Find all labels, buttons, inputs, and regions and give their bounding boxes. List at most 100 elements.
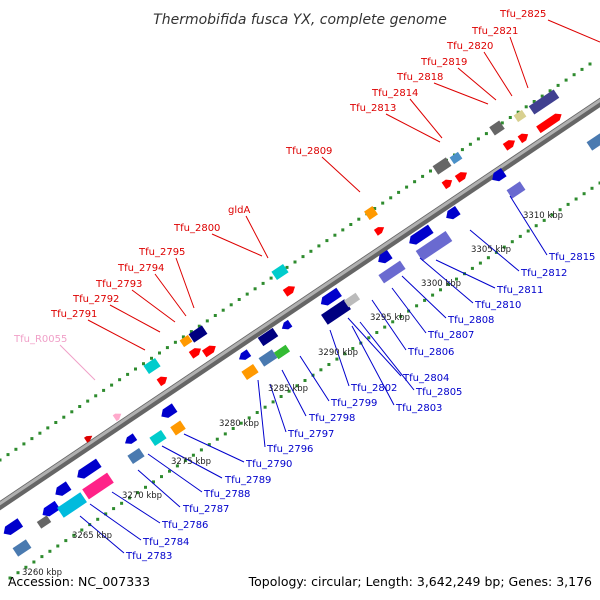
gene-block	[112, 413, 122, 422]
leader-line	[109, 304, 161, 333]
gene-block	[321, 299, 351, 325]
gene-label[interactable]: Tfu_2814	[371, 88, 418, 99]
tick-dot	[181, 335, 185, 339]
tick-dot	[239, 421, 243, 425]
tick-dot	[24, 565, 28, 569]
tick-dot	[317, 244, 321, 248]
gene-label[interactable]: Tfu_2784	[142, 537, 189, 548]
tick-dot	[341, 228, 345, 232]
gene-label[interactable]: Tfu_2808	[447, 315, 494, 326]
gene-block	[77, 458, 102, 479]
gene-arrow	[492, 167, 507, 182]
tick-dot	[548, 89, 552, 93]
gene-label[interactable]: Tfu_2783	[125, 551, 172, 562]
gene-label[interactable]: Tfu_2805	[415, 387, 462, 398]
leader-line	[257, 379, 266, 448]
gene-label[interactable]: Tfu_2810	[474, 300, 521, 311]
gene-label[interactable]: Tfu_2787	[182, 504, 229, 515]
gene-label[interactable]: Tfu_2804	[402, 373, 449, 384]
gene-block	[156, 376, 168, 387]
gene-block	[489, 120, 505, 136]
leader-line	[401, 275, 447, 319]
tick-dot	[269, 276, 273, 280]
gene-label[interactable]: Tfu_2800	[173, 223, 220, 234]
gene-box	[321, 299, 351, 325]
tick-dot	[556, 83, 560, 87]
gene-block	[343, 292, 361, 308]
tick-dot	[455, 277, 458, 281]
tick-dot	[136, 491, 140, 495]
gene-label[interactable]: Tfu_2809	[285, 146, 332, 157]
gene-label[interactable]: Tfu_2797	[287, 429, 334, 440]
tick-dot	[152, 480, 155, 484]
gene-label[interactable]: Tfu_2794	[117, 263, 164, 274]
tick-dot	[391, 320, 395, 324]
gene-arrow	[409, 224, 434, 245]
tick-dot	[407, 309, 411, 313]
tick-dot	[572, 73, 576, 77]
gene-label[interactable]: Tfu_2799	[330, 398, 377, 409]
gene-block	[125, 433, 138, 444]
gene-box	[513, 109, 527, 123]
tick-dot	[32, 560, 36, 564]
map-title: Thermobifida fusca YX, complete genome	[153, 12, 447, 28]
gene-label[interactable]: Tfu_2820	[446, 41, 493, 52]
gene-block	[42, 500, 61, 517]
gene-label[interactable]: Tfu_2807	[427, 330, 474, 341]
gene-arrow	[239, 349, 252, 360]
gene-label[interactable]: gldA	[228, 205, 250, 216]
tick-dot	[102, 388, 106, 392]
gene-label[interactable]: Tfu_2813	[349, 103, 396, 114]
gene-label[interactable]: Tfu_2821	[471, 26, 518, 37]
gene-label[interactable]: Tfu_2812	[520, 268, 567, 279]
gene-label[interactable]: Tfu_2788	[203, 489, 250, 500]
tick-dot	[301, 255, 305, 259]
gene-label[interactable]: Tfu_2792	[72, 294, 119, 305]
genome-summary-text: Topology: circular; Length: 3,642,249 bp…	[248, 574, 592, 589]
gene-label[interactable]: Tfu_R0055	[13, 334, 67, 345]
forward-gene-labels: Tfu_R0055 Tfu_2791 Tfu_2792 Tfu_2793 Tfu…	[13, 9, 546, 345]
leader-line	[87, 319, 146, 351]
gene-label[interactable]: Tfu_2790	[245, 459, 292, 470]
leader-line	[509, 36, 529, 89]
gene-label[interactable]: Tfu_2802	[350, 383, 397, 394]
gene-box	[127, 447, 145, 465]
gene-label[interactable]: Tfu_2819	[420, 57, 467, 68]
tick-dot	[168, 469, 171, 473]
gene-block	[82, 472, 114, 500]
leader-line	[433, 82, 489, 105]
tick-dot	[526, 229, 530, 233]
gene-block	[36, 515, 52, 529]
gene-label[interactable]: Tfu_2825	[499, 9, 546, 20]
gene-box	[273, 344, 291, 360]
gene-label[interactable]: Tfu_2798	[308, 413, 355, 424]
tick-dot	[110, 383, 114, 387]
gene-label[interactable]: Tfu_2795	[138, 247, 185, 258]
gene-label[interactable]: Tfu_2811	[496, 285, 543, 296]
gene-label[interactable]: Tfu_2793	[95, 279, 142, 290]
gene-arrow	[446, 205, 461, 220]
tick-dot	[285, 265, 289, 269]
tick-dot	[375, 331, 379, 334]
tick-dot	[104, 512, 108, 516]
gene-label[interactable]: Tfu_2789	[224, 475, 271, 486]
gene-label[interactable]: Tfu_2786	[161, 520, 208, 531]
tick-dot	[54, 421, 58, 424]
tick-dot	[351, 347, 355, 350]
gene-block	[188, 348, 201, 359]
gene-block	[55, 481, 72, 496]
gene-label[interactable]: Tfu_2818	[396, 72, 443, 83]
tick-dot	[439, 288, 442, 292]
gene-label[interactable]: Tfu_2796	[266, 444, 313, 455]
leader-line	[371, 299, 407, 351]
leader-line	[409, 98, 443, 139]
leader-line	[211, 233, 263, 257]
gene-block	[84, 435, 93, 443]
gene-label[interactable]: Tfu_2791	[50, 309, 97, 320]
tick-dot	[78, 405, 82, 408]
gene-label[interactable]: Tfu_2815	[548, 252, 595, 263]
gene-label[interactable]: Tfu_2803	[395, 403, 442, 414]
tick-dot	[534, 224, 538, 228]
gene-label[interactable]: Tfu_2806	[407, 347, 454, 358]
gene-block	[161, 403, 178, 418]
